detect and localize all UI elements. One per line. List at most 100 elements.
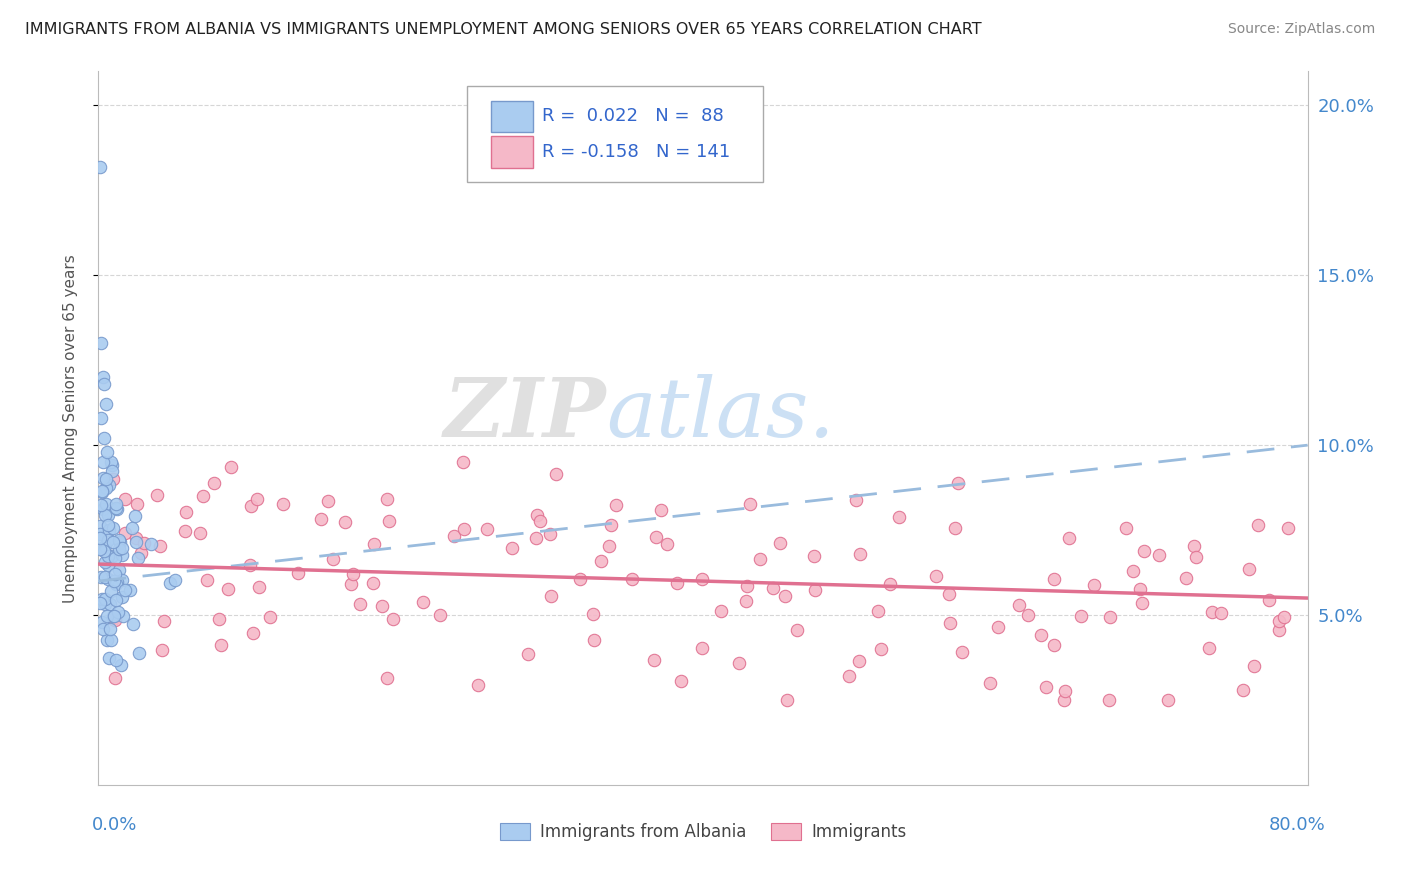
Point (339, 577, 361, 591)
Y-axis label: Unemployment Among Seniors over 65 years: Unemployment Among Seniors over 65 years (63, 254, 77, 602)
Point (583, 632, 606, 647)
Point (98, 597, 121, 611)
Point (101, 458, 124, 472)
Point (96, 608, 118, 623)
Point (96, 445, 118, 459)
Point (1053, 683, 1076, 698)
Point (1243, 658, 1265, 673)
Point (925, 568, 948, 582)
Point (111, 590, 134, 604)
Point (91, 370, 114, 384)
Point (97, 478, 120, 492)
Point (453, 522, 475, 536)
Point (524, 531, 547, 545)
Point (125, 497, 148, 511)
Point (838, 669, 860, 683)
Point (114, 526, 136, 541)
Point (108, 533, 131, 548)
Point (101, 535, 124, 549)
Point (90, 336, 112, 351)
Point (90, 570, 112, 584)
Point (1070, 609, 1092, 624)
Point (90, 411, 112, 425)
Point (375, 671, 398, 685)
Point (540, 589, 562, 603)
Point (1115, 521, 1137, 535)
Point (105, 575, 128, 590)
Point (129, 546, 152, 560)
Point (1267, 623, 1289, 637)
Point (849, 547, 872, 561)
Point (93, 544, 115, 558)
Point (246, 492, 269, 507)
Point (363, 576, 385, 591)
Point (845, 493, 868, 508)
Point (105, 502, 128, 516)
FancyBboxPatch shape (467, 86, 763, 182)
Point (242, 626, 264, 640)
Point (153, 615, 176, 629)
Point (121, 617, 143, 632)
Point (655, 537, 678, 551)
Point (97, 572, 120, 586)
Point (643, 653, 665, 667)
Point (100, 622, 122, 636)
Point (149, 539, 172, 553)
Point (100, 464, 122, 478)
Point (690, 640, 713, 655)
Point (239, 558, 262, 572)
Text: R =  0.022   N =  88: R = 0.022 N = 88 (543, 107, 724, 125)
Point (107, 541, 129, 556)
Point (1035, 681, 1057, 695)
Point (1258, 592, 1281, 607)
Point (93, 539, 115, 553)
Point (773, 589, 796, 603)
Point (97, 523, 120, 537)
Point (105, 497, 128, 511)
Point (111, 549, 134, 563)
Point (93, 471, 115, 485)
Point (762, 581, 785, 595)
Point (114, 583, 136, 598)
Point (287, 566, 309, 580)
Point (188, 525, 211, 540)
Text: 80.0%: 80.0% (1270, 816, 1326, 834)
Point (100, 633, 122, 648)
Point (91, 591, 114, 606)
Point (105, 593, 128, 607)
Point (501, 541, 523, 555)
Point (111, 541, 134, 556)
Point (363, 536, 385, 550)
Point (1272, 610, 1295, 624)
Point (1277, 521, 1299, 535)
Point (1098, 693, 1121, 707)
Point (97, 549, 120, 563)
Point (94, 472, 117, 486)
Point (139, 537, 162, 551)
Point (121, 521, 143, 535)
Point (103, 609, 125, 624)
Point (104, 551, 127, 566)
Point (605, 498, 627, 512)
Point (582, 607, 605, 621)
Point (219, 459, 242, 474)
Point (342, 567, 364, 582)
Point (870, 642, 893, 657)
Point (97, 533, 120, 548)
Point (1008, 598, 1031, 612)
Point (103, 574, 125, 588)
Point (749, 552, 772, 566)
Point (377, 514, 399, 528)
Point (100, 583, 122, 598)
Point (786, 623, 808, 637)
Point (1031, 628, 1053, 642)
Point (159, 576, 181, 591)
Point (690, 572, 713, 586)
Point (600, 518, 623, 533)
Point (938, 615, 960, 630)
Point (349, 597, 371, 611)
Point (1182, 540, 1205, 554)
Text: 0.0%: 0.0% (91, 816, 136, 834)
Point (322, 552, 344, 566)
Point (165, 573, 187, 587)
